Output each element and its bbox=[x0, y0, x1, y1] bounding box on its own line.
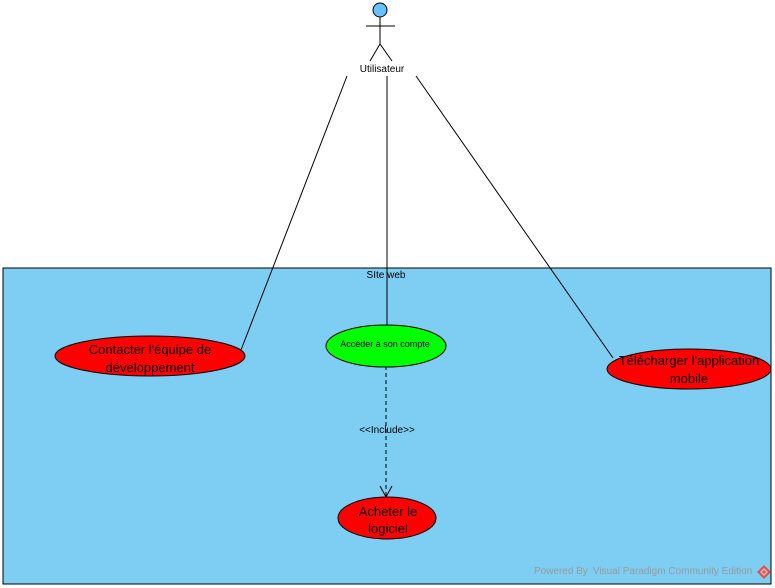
use-case-telecharger[interactable] bbox=[606, 348, 772, 390]
use-case-contact[interactable] bbox=[54, 335, 246, 377]
use-case-contact-label: Contacter l'équipe de développement bbox=[58, 341, 242, 377]
watermark-part1: Powered By bbox=[534, 566, 588, 577]
use-case-telecharger-label: Télécharger l'application mobile bbox=[604, 352, 774, 388]
use-case-telecharger-line2: mobile bbox=[669, 371, 709, 386]
use-case-contact-line1: Contacter l'équipe de bbox=[88, 342, 212, 357]
association-line-contact bbox=[240, 75, 348, 351]
use-case-telecharger-line1: Télécharger l'application bbox=[618, 353, 760, 368]
use-case-acheter-line1: Acheter le bbox=[358, 504, 418, 519]
include-relation-label: <<Include>> bbox=[359, 425, 415, 436]
system-title: SIte web bbox=[366, 270, 406, 281]
use-case-acceder-label: Accéder à son compte bbox=[340, 339, 430, 349]
actor-leg-right bbox=[379, 43, 393, 62]
use-case-acheter-line2: logiciel bbox=[368, 521, 408, 536]
watermark: Powered By Visual Paradigm Community Edit… bbox=[534, 566, 752, 577]
actor-figure[interactable] bbox=[366, 2, 395, 62]
use-case-acheter-label: Acheter le logiciel bbox=[340, 503, 436, 537]
actor-leg-left bbox=[369, 43, 381, 62]
visual-paradigm-logo-icon bbox=[757, 565, 771, 579]
use-case-acheter[interactable] bbox=[337, 496, 437, 540]
watermark-part2: Visual Paradigm Community Edition bbox=[592, 566, 753, 577]
use-case-contact-line2: développement bbox=[105, 360, 195, 375]
actor-name: Utilisateur bbox=[359, 64, 405, 75]
association-line-telecharger bbox=[415, 75, 614, 359]
actor-head bbox=[372, 2, 388, 18]
use-case-acceder[interactable] bbox=[325, 324, 447, 368]
